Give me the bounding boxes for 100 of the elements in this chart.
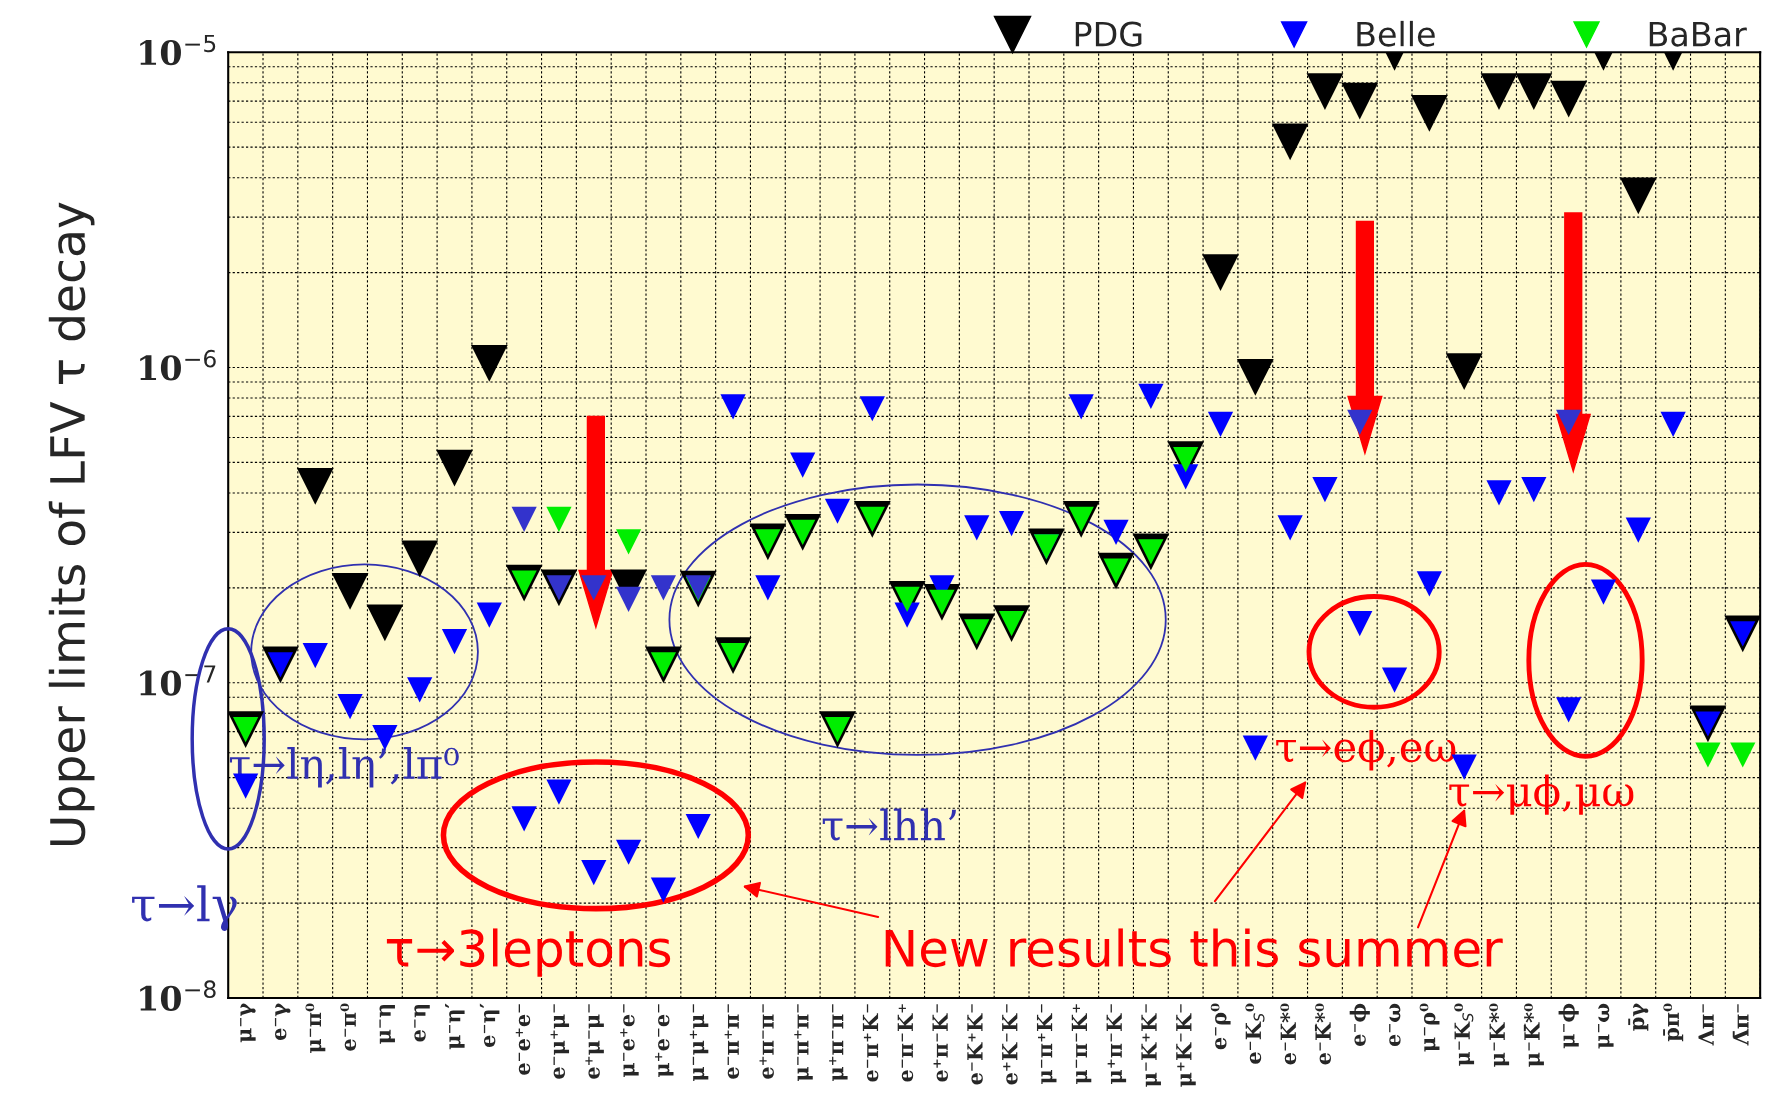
x-tick-label: μ⁺e⁻e⁻ <box>655 1004 674 1078</box>
x-tick-label: e⁻ρ⁰ <box>1210 1003 1231 1050</box>
point <box>1138 383 1164 409</box>
point <box>511 506 537 532</box>
x-tick-label: μ⁻ρ⁰ <box>1419 1003 1440 1052</box>
point <box>1202 254 1239 291</box>
x-tick-label: μ⁻γ <box>240 1003 256 1043</box>
point <box>1730 742 1756 768</box>
point <box>615 586 642 612</box>
point <box>476 602 502 628</box>
point <box>546 779 572 805</box>
point <box>1207 411 1234 438</box>
x-tick-label: e⁺π⁻π⁻ <box>759 1004 774 1079</box>
x-tick-label: e⁻π⁻K⁺ <box>897 1004 914 1082</box>
x-tick-label: μ⁺K⁻K⁻ <box>1176 1004 1196 1087</box>
x-tick-label: μ⁻e⁺e⁻ <box>620 1004 639 1078</box>
x-tick-label: μ⁻η <box>379 1004 395 1044</box>
x-tick-label: μ⁻ω <box>1598 1003 1614 1049</box>
point <box>407 677 433 703</box>
point <box>998 510 1025 537</box>
point <box>1306 73 1344 111</box>
point <box>436 449 473 487</box>
point <box>1271 123 1309 161</box>
point <box>1236 359 1274 396</box>
point <box>581 859 607 886</box>
legend-label: PDG <box>1075 21 1142 47</box>
x-tick-label: μ⁺π⁻π⁻ <box>829 1004 848 1082</box>
point <box>1556 409 1582 435</box>
point <box>296 467 334 505</box>
annotation: New results this summer <box>885 928 1503 968</box>
point <box>894 586 920 612</box>
x-tick-label: e⁺π⁻K⁻ <box>932 1004 948 1082</box>
y-axis-title: Upper limits of LFV τ decay <box>48 202 95 846</box>
point <box>302 642 328 669</box>
point <box>615 529 642 555</box>
point <box>1416 571 1443 597</box>
point <box>650 877 677 903</box>
x-tick-label: μ⁻K$_{S}$⁰ <box>1454 1003 1475 1066</box>
legend-label: Belle <box>1357 20 1435 47</box>
point <box>1550 80 1588 118</box>
point <box>1619 177 1657 215</box>
point <box>1411 94 1448 132</box>
x-tick-label: e⁻K*⁰ <box>1280 1003 1297 1065</box>
annotation: τ→μϕ,μω <box>1449 774 1634 815</box>
x-tick-label: Λπ⁻ <box>1698 1004 1714 1046</box>
point <box>1660 411 1686 438</box>
annotation: τ→3leptons <box>386 928 671 977</box>
point <box>1625 517 1651 543</box>
x-tick-label: μ⁻π⁺K⁻ <box>1036 1004 1057 1084</box>
point <box>401 540 439 578</box>
annotation: τ→lhh’ <box>822 808 956 841</box>
point <box>1521 476 1547 503</box>
point <box>1381 667 1408 693</box>
x-tick-label: e⁻γ <box>274 1003 291 1041</box>
x-tick-label: μ⁻π⁰ <box>305 1003 326 1053</box>
x-tick-label: μ⁻K⁺K⁻ <box>1141 1004 1161 1087</box>
point <box>685 813 711 840</box>
x-tick-label: e⁻π⁰ <box>340 1003 357 1051</box>
x-tick-label: e⁻π⁺π⁻ <box>724 1004 740 1079</box>
x-tick-label: e⁺μ⁻μ⁻ <box>585 1004 604 1079</box>
x-tick-label: e⁻η′ <box>479 1003 500 1047</box>
x-tick-label: μ⁻π⁻K⁺ <box>1071 1004 1092 1084</box>
x-tick-label: μ⁻μ⁺μ⁻ <box>689 1004 709 1082</box>
x-tick-label: e⁻K̄*⁰ <box>1314 1003 1331 1065</box>
y-tick-label: 10$^{−6}$ <box>140 349 216 381</box>
point <box>366 604 404 642</box>
x-tick-label: e⁻η <box>414 1004 430 1042</box>
x-tick-label: μ⁻ϕ <box>1558 1003 1579 1049</box>
point <box>441 629 468 655</box>
x-tick-label: p̄π⁰ <box>1663 1003 1684 1042</box>
point <box>1242 735 1268 761</box>
point <box>1312 476 1338 503</box>
x-tick-label: μ⁻K*⁰ <box>1489 1003 1510 1067</box>
point <box>1695 742 1721 768</box>
point <box>1556 697 1582 723</box>
x-tick-label: e⁻μ⁺μ⁻ <box>550 1004 570 1079</box>
point <box>331 572 369 610</box>
point <box>546 506 572 532</box>
point <box>615 839 642 865</box>
point <box>1173 447 1199 473</box>
x-tick-label: e⁻π⁺K⁻ <box>862 1004 879 1082</box>
x-tick-label: p̄γ <box>1628 1003 1649 1031</box>
point <box>1347 611 1373 637</box>
point <box>1068 394 1094 420</box>
point <box>964 515 990 541</box>
point <box>1347 409 1373 435</box>
x-tick-label: e⁻K⁺K⁻ <box>967 1004 983 1085</box>
point <box>1103 519 1129 545</box>
point <box>1445 353 1483 391</box>
point <box>581 575 607 601</box>
point <box>720 394 746 420</box>
point <box>1515 73 1553 111</box>
point <box>337 694 363 720</box>
x-tick-label: e⁻ω <box>1389 1003 1401 1047</box>
point <box>1590 579 1617 605</box>
point <box>511 806 537 832</box>
x-tick-label: μ⁻η′ <box>445 1003 465 1050</box>
x-tick-label: e⁻ϕ <box>1349 1003 1370 1046</box>
point <box>1486 480 1512 506</box>
x-tick-label: e⁻K$_{S}$⁰ <box>1245 1003 1265 1064</box>
